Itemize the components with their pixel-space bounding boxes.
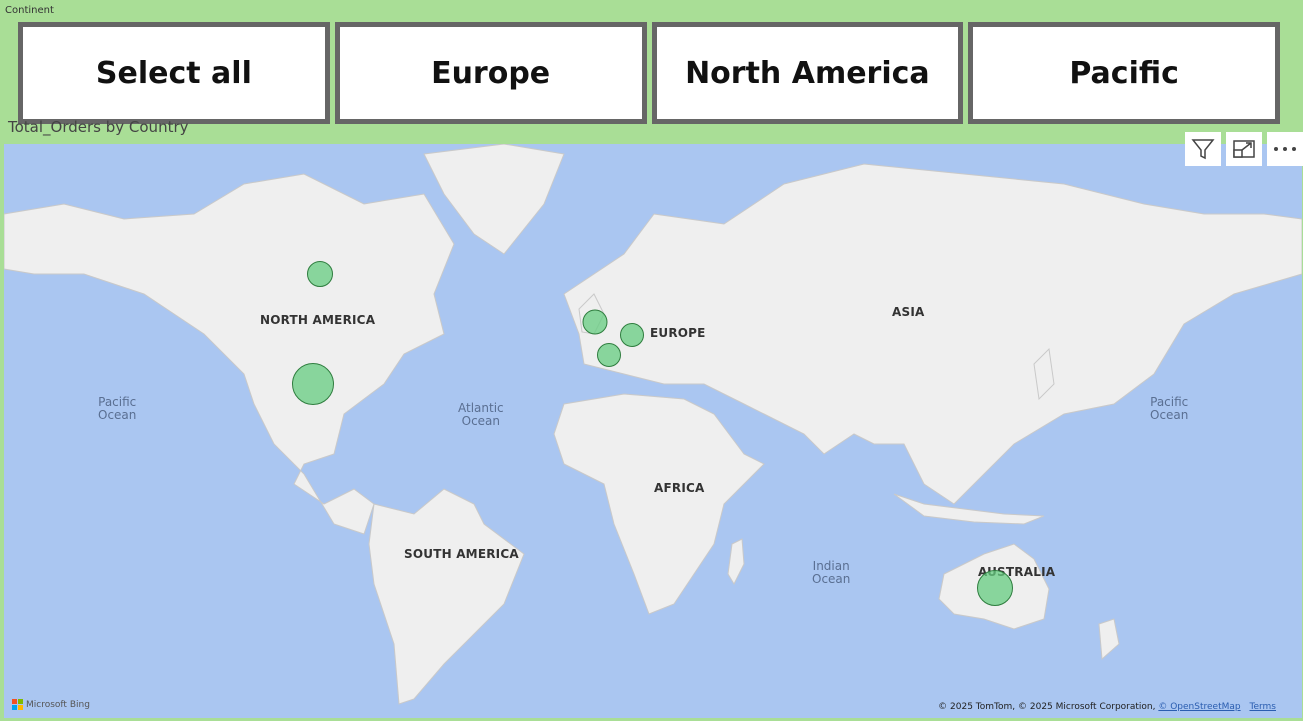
visual-header-toolbar: [1185, 132, 1303, 166]
focus-mode-icon[interactable]: [1226, 132, 1262, 166]
slicer-option-pacific[interactable]: Pacific: [968, 22, 1280, 124]
more-options-icon[interactable]: [1267, 132, 1303, 166]
osm-link[interactable]: © OpenStreetMap: [1158, 702, 1241, 712]
ocean-text: Pacific Ocean: [98, 395, 137, 422]
bing-logo-text: Microsoft Bing: [26, 699, 90, 710]
map-attribution: © 2025 TomTom, © 2025 Microsoft Corporat…: [938, 702, 1276, 712]
microsoft-logo-icon: [12, 699, 23, 710]
bubble-united-states[interactable]: [292, 363, 334, 405]
world-map-basemap: [4, 144, 1302, 705]
slicer-title: Continent: [5, 5, 54, 16]
bubble-france[interactable]: [597, 343, 621, 367]
ocean-text: Atlantic Ocean: [458, 401, 504, 428]
bubble-canada[interactable]: [307, 261, 333, 287]
bing-logo: Microsoft Bing: [12, 699, 90, 710]
bubble-united-kingdom[interactable]: [582, 309, 608, 335]
continent-label-north-america: NORTH AMERICA: [260, 313, 376, 327]
ocean-text: Pacific Ocean: [1150, 395, 1189, 422]
ocean-label-pacific-east: Pacific Ocean: [1150, 396, 1188, 422]
continent-label-europe: EUROPE: [650, 326, 706, 340]
slicer-option-select-all[interactable]: Select all: [18, 22, 330, 124]
ocean-text: Indian Ocean: [812, 559, 851, 586]
continent-label-south-america: SOUTH AMERICA: [404, 547, 519, 561]
bubble-germany[interactable]: [620, 323, 644, 347]
slicer-option-europe[interactable]: Europe: [334, 22, 647, 124]
continent-label-africa: AFRICA: [654, 481, 705, 495]
map-visual-title: Total_Orders by Country: [8, 118, 189, 136]
filter-icon[interactable]: [1185, 132, 1221, 166]
ocean-label-atlantic: Atlantic Ocean: [458, 402, 504, 428]
slicer-option-north-america[interactable]: North America: [651, 22, 964, 124]
map-canvas[interactable]: NORTH AMERICA EUROPE ASIA AFRICA SOUTH A…: [4, 144, 1302, 718]
ocean-label-indian: Indian Ocean: [812, 560, 850, 586]
bubble-australia[interactable]: [977, 570, 1013, 606]
continent-label-asia: ASIA: [892, 305, 925, 319]
continent-slicer: Select all Europe North America Pacific: [18, 22, 1280, 124]
attribution-text: © 2025 TomTom, © 2025 Microsoft Corporat…: [938, 702, 1156, 712]
ocean-label-pacific-west: Pacific Ocean: [98, 396, 136, 422]
terms-link[interactable]: Terms: [1249, 702, 1276, 712]
